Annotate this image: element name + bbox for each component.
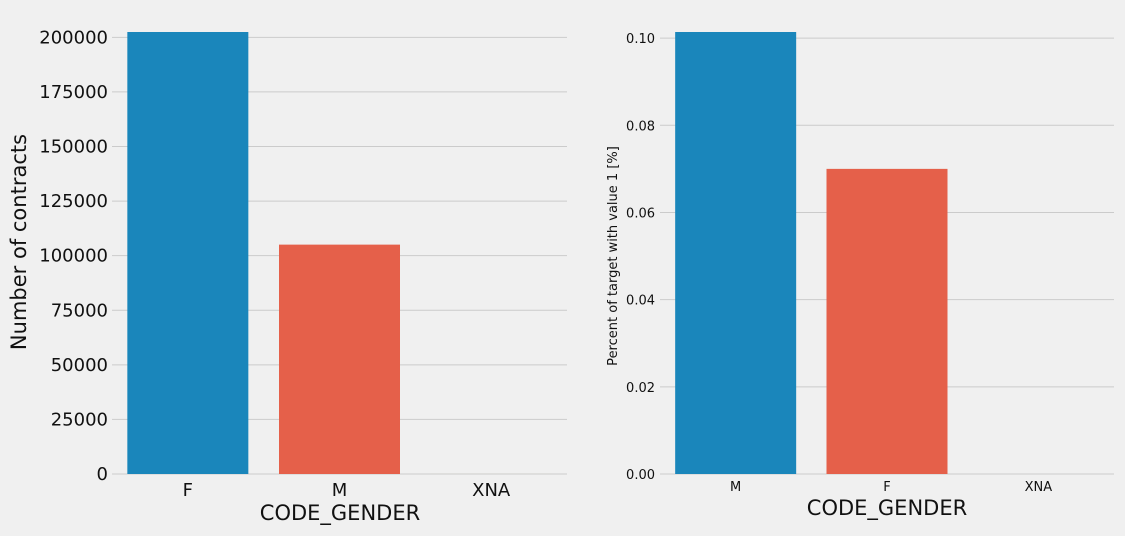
right-y-tick-label: 0.02 [626, 381, 655, 396]
left-y-tick-label: 200000 [39, 27, 108, 48]
right-bar-f [826, 168, 948, 474]
right-y-tick-label: 0.06 [626, 206, 655, 221]
left-x-tick-label: M [332, 480, 348, 501]
left-y-tick-label: 125000 [39, 191, 108, 212]
right-y-tick-label: 0.10 [626, 32, 655, 47]
left-y-axis-title: Number of contracts [7, 134, 31, 350]
left-bars [127, 32, 552, 474]
left-bar-m [279, 244, 400, 474]
left-y-tick-label: 175000 [39, 82, 108, 103]
left-x-tick-label: F [183, 480, 193, 501]
left-x-tick-labels: F M XNA [183, 480, 511, 501]
left-y-tick-label: 50000 [51, 355, 108, 376]
right-y-tick-label: 0.04 [626, 294, 655, 309]
right-y-tick-label: 0.08 [626, 119, 655, 134]
right-x-tick-label: M [730, 480, 741, 495]
right-chart-target-percent: 0.00 0.02 0.04 0.06 0.08 0.10 M F XNA CODE_GEND… [606, 32, 1114, 521]
right-bar-m [675, 32, 797, 474]
left-y-tick-label: 100000 [39, 246, 108, 267]
left-y-tick-label: 150000 [39, 137, 108, 158]
left-x-tick-label: XNA [472, 480, 511, 501]
right-bars [675, 32, 948, 474]
left-chart-count: 0 25000 50000 75000 100000 125000 150000 175000… [7, 27, 567, 526]
right-y-tick-label: 0.00 [626, 468, 655, 483]
right-x-tick-labels: M F XNA [730, 480, 1052, 495]
right-x-tick-label: F [883, 480, 890, 495]
left-y-tick-label: 75000 [51, 300, 108, 321]
right-y-tick-labels: 0.00 0.02 0.04 0.06 0.08 0.10 [626, 32, 655, 483]
left-y-tick-labels: 0 25000 50000 75000 100000 125000 150000 175000… [39, 27, 108, 485]
left-y-tick-label: 0 [97, 464, 108, 485]
right-x-tick-label: XNA [1025, 480, 1053, 495]
right-y-axis-title: Percent of target with value 1 [%] [606, 146, 621, 366]
left-bar-f [127, 32, 249, 474]
left-x-axis-title: CODE_GENDER [260, 501, 420, 526]
left-y-tick-label: 25000 [51, 409, 108, 430]
right-x-axis-title: CODE_GENDER [807, 496, 967, 521]
